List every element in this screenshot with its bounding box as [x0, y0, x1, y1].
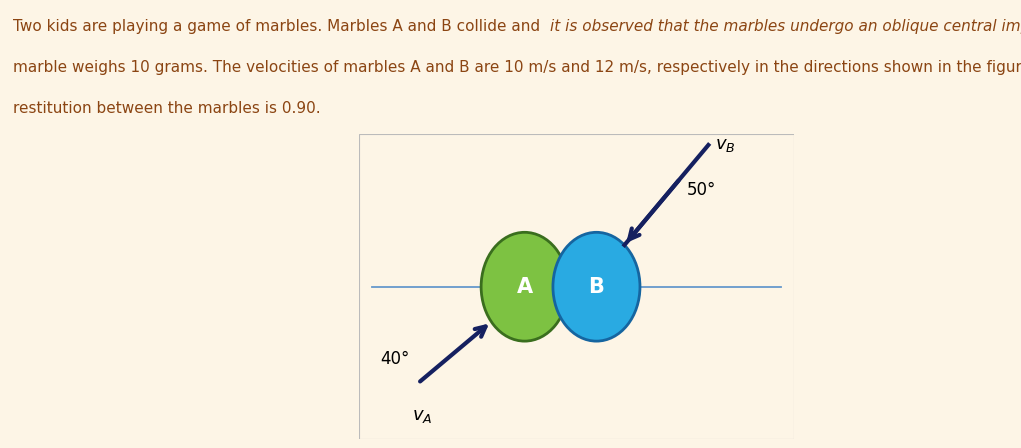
Text: it is observed that the marbles undergo an oblique central impact as shown.: it is observed that the marbles undergo … [550, 19, 1021, 34]
Text: 40°: 40° [380, 350, 409, 368]
Text: 50°: 50° [687, 181, 717, 198]
Text: B: B [588, 277, 604, 297]
Text: $v_A$: $v_A$ [412, 407, 433, 425]
Ellipse shape [481, 233, 568, 341]
Text: $v_B$: $v_B$ [715, 136, 735, 154]
Text: marble weighs 10 grams. The velocities of marbles A and B are 10 m/s and 12 m/s,: marble weighs 10 grams. The velocities o… [13, 60, 1021, 75]
Text: Two kids are playing a game of marbles. Marbles A and B collide and: Two kids are playing a game of marbles. … [13, 19, 550, 34]
Text: A: A [517, 277, 533, 297]
Text: restitution between the marbles is 0.90.: restitution between the marbles is 0.90. [13, 101, 321, 116]
Ellipse shape [553, 233, 640, 341]
